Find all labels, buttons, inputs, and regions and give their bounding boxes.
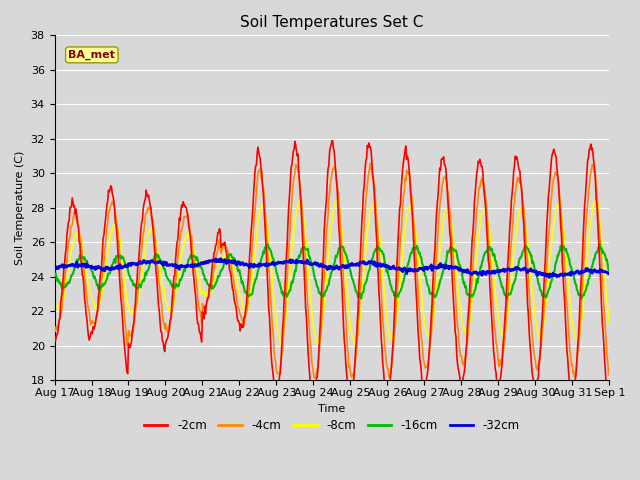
X-axis label: Time: Time <box>318 404 346 414</box>
Legend: -2cm, -4cm, -8cm, -16cm, -32cm: -2cm, -4cm, -8cm, -16cm, -32cm <box>139 414 525 437</box>
Title: Soil Temperatures Set C: Soil Temperatures Set C <box>240 15 424 30</box>
Y-axis label: Soil Temperature (C): Soil Temperature (C) <box>15 151 25 265</box>
Text: BA_met: BA_met <box>68 50 115 60</box>
